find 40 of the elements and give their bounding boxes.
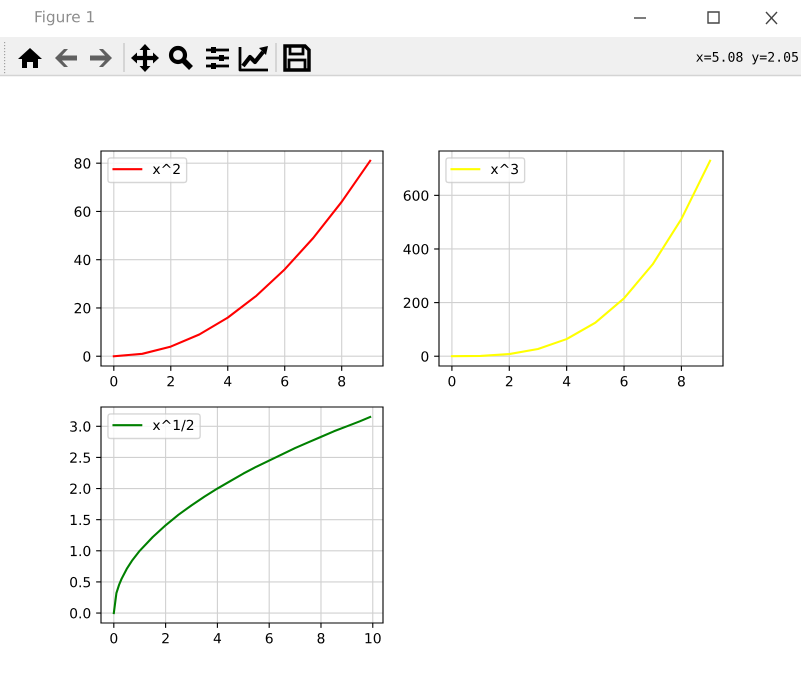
x-tick-label: 8	[338, 376, 346, 386]
x-tick-label: 8	[318, 632, 324, 644]
y-tick-label: 1.0	[70, 546, 90, 556]
y-tick-label: 200	[404, 298, 428, 308]
y-tick-label: 80	[74, 158, 90, 169]
x-tick-label: 0	[110, 632, 118, 644]
x-tick-label: 2	[167, 376, 174, 386]
y-tick-label: 0.0	[70, 608, 90, 619]
y-tick-label: 0	[83, 351, 90, 362]
legend-label: x^3	[490, 164, 518, 174]
y-tick-label: 2.5	[70, 452, 90, 463]
y-tick-label: 20	[74, 302, 90, 314]
y-tick-label: 60	[74, 206, 90, 217]
text: x=5.08 y=2.05	[696, 52, 798, 64]
x-tick-label: 4	[562, 376, 570, 386]
text: Figure 1	[36, 10, 94, 26]
y-tick-label: 400	[403, 244, 428, 254]
x-tick-label: 0	[110, 376, 118, 386]
x-tick-label: 10	[365, 632, 381, 644]
y-tick-label: 0.5	[70, 576, 90, 588]
legend-label: x^2	[152, 164, 180, 174]
x-tick-label: 0	[448, 376, 456, 386]
x-tick-label: 6	[266, 632, 273, 644]
y-tick-label: 2.0	[70, 484, 90, 494]
line-series	[112, 160, 372, 358]
x-tick-label: 4	[224, 376, 232, 386]
x-tick-label: 6	[620, 376, 628, 386]
line-series	[450, 160, 712, 358]
x-tick-label: 4	[214, 633, 222, 644]
legend-label: x^1/2	[152, 420, 194, 432]
line-series	[112, 416, 372, 614]
y-tick-label: 1.5	[70, 514, 90, 526]
x-tick-label: 8	[678, 376, 685, 386]
x-tick-label: 2	[162, 632, 169, 644]
x-tick-label: 6	[281, 376, 288, 386]
x-tick-label: 2	[506, 376, 512, 386]
y-tick-label: 600	[404, 190, 428, 201]
y-tick-label: 3.0	[70, 421, 90, 432]
y-tick-label: 40	[74, 254, 90, 266]
y-tick-label: 0	[421, 351, 428, 362]
